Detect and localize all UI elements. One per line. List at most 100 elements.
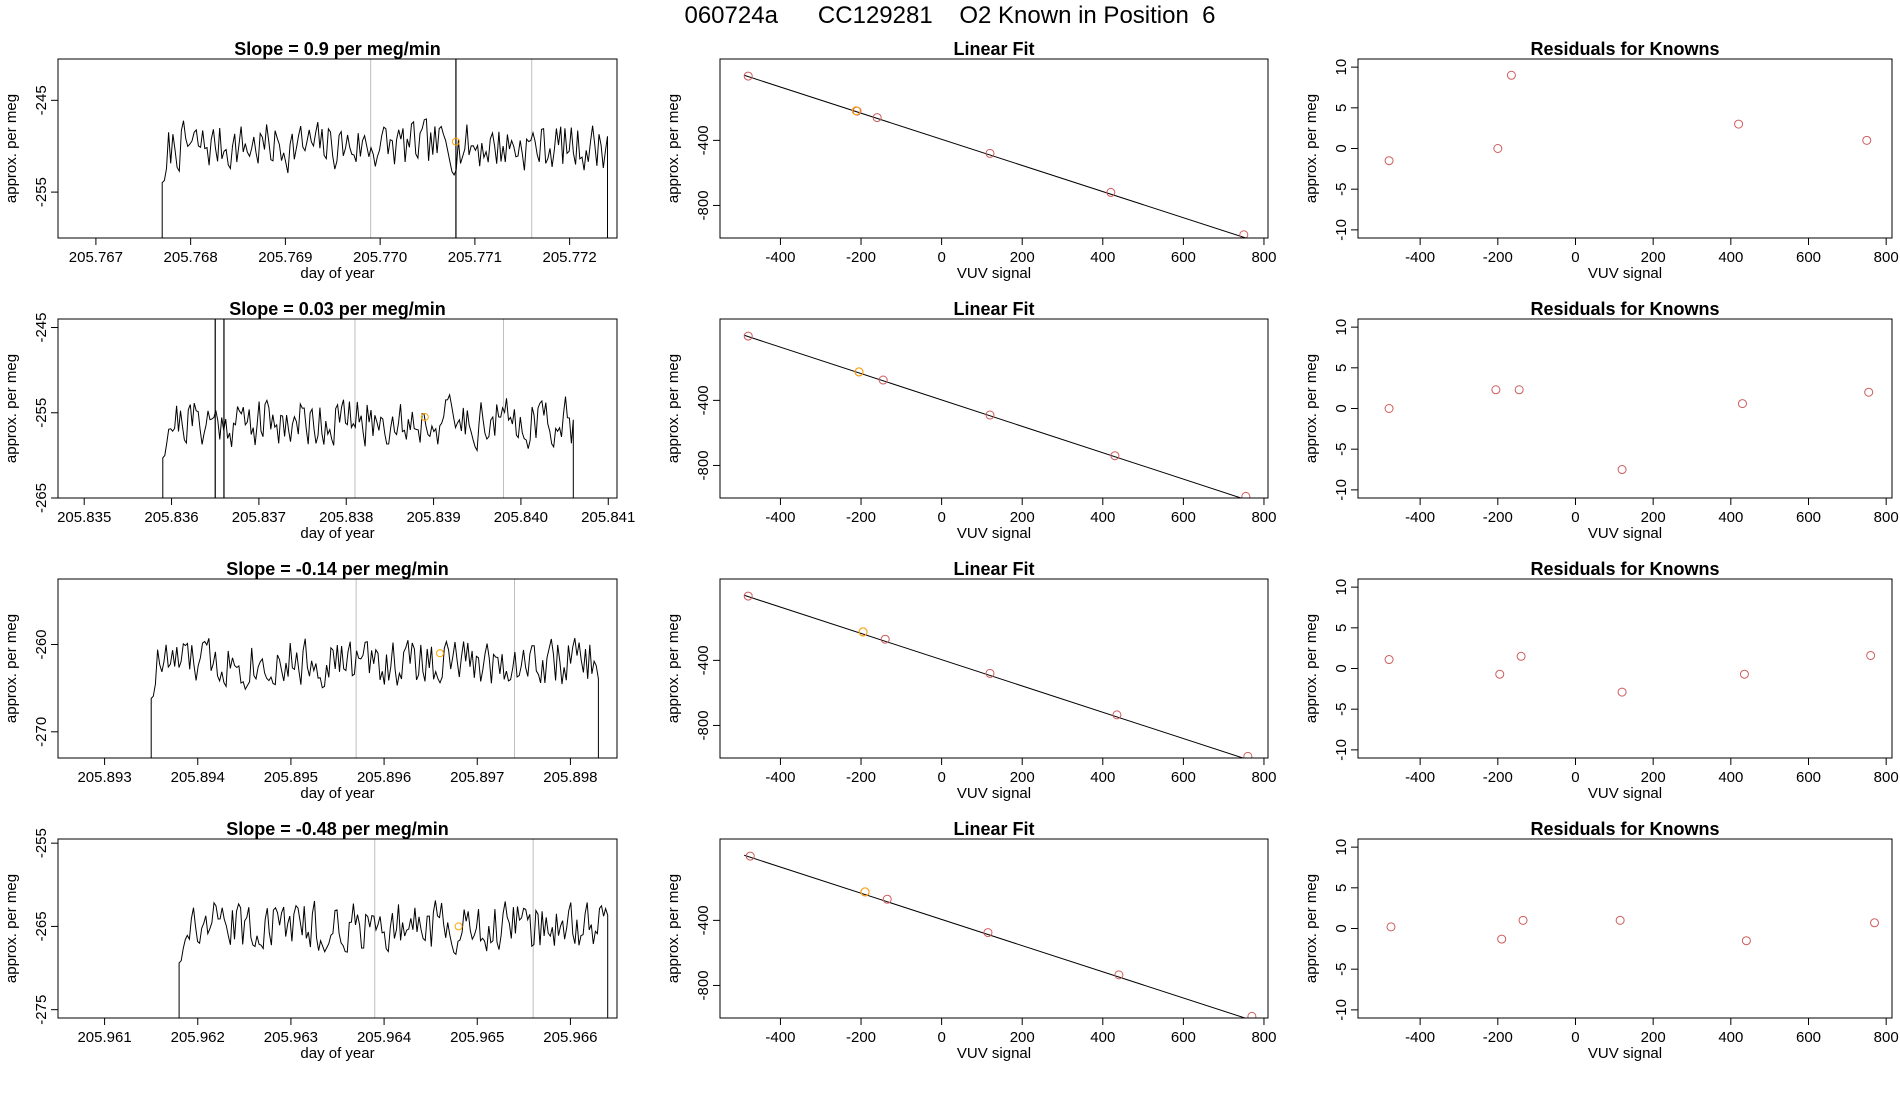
chart-title: Residuals for Knowns xyxy=(1530,819,1719,839)
plot-area xyxy=(743,71,1249,238)
data-point xyxy=(1739,669,1749,679)
series-line xyxy=(150,637,599,758)
x-tick-label: 205.771 xyxy=(448,249,502,266)
x-tick-label: 400 xyxy=(1718,769,1743,786)
x-axis-label: VUV signal xyxy=(957,525,1031,542)
y-axis-label: approx. per meg xyxy=(1303,94,1320,203)
data-point xyxy=(1514,385,1524,395)
x-tick-label: 205.894 xyxy=(171,769,225,786)
x-tick-label: 205.770 xyxy=(353,249,407,266)
x-axis-label: VUV signal xyxy=(957,265,1031,282)
x-axis-label: day of year xyxy=(300,1045,374,1062)
chart-title: Slope = -0.48 per meg/min xyxy=(226,819,449,839)
y-tick-label: 5 xyxy=(1333,104,1350,112)
data-point xyxy=(880,634,890,644)
x-tick-label: 0 xyxy=(1571,509,1579,526)
chart-3-0: Slope = -0.48 per meg/min 205.961 205.962 2… xyxy=(3,819,618,1062)
x-tick-label: 600 xyxy=(1796,249,1821,266)
x-tick-label: 205.769 xyxy=(258,249,312,266)
y-tick-label: 10 xyxy=(1333,839,1350,856)
y-axis-label: approx. per meg xyxy=(665,354,682,463)
x-tick-label: 600 xyxy=(1796,1029,1821,1046)
x-tick-label: 200 xyxy=(1641,769,1666,786)
x-tick-label: 400 xyxy=(1090,1029,1115,1046)
x-axis-label: VUV signal xyxy=(1588,265,1662,282)
y-tick-label: 5 xyxy=(1333,624,1350,632)
chart-title: Linear Fit xyxy=(953,299,1034,319)
x-tick-label: 800 xyxy=(1251,249,1276,266)
x-tick-label: 205.961 xyxy=(77,1029,131,1046)
plot-frame xyxy=(719,838,1269,1019)
x-tick-label: 205.772 xyxy=(543,249,597,266)
plot-frame xyxy=(57,838,618,1019)
data-point xyxy=(1243,751,1253,758)
chart-title: Residuals for Knowns xyxy=(1530,559,1719,579)
y-tick-label: -10 xyxy=(1333,999,1350,1021)
plot-area xyxy=(743,331,1251,498)
data-point xyxy=(1384,404,1394,413)
x-tick-label: 205.837 xyxy=(232,509,286,526)
y-tick-label: 0 xyxy=(1333,924,1350,932)
plot-frame xyxy=(719,58,1269,239)
x-tick-label: 205.964 xyxy=(357,1029,411,1046)
y-tick-label: 5 xyxy=(1333,364,1350,372)
x-tick-label: 400 xyxy=(1090,769,1115,786)
x-tick-label: 205.896 xyxy=(357,769,411,786)
chart-2-2: Residuals for Knowns -400 -200 0 200 400 600 80… xyxy=(1303,559,1899,802)
y-tick-label: 0 xyxy=(1333,404,1350,412)
x-tick-label: 200 xyxy=(1641,1029,1666,1046)
x-tick-label: 0 xyxy=(1571,1029,1579,1046)
x-tick-label: -200 xyxy=(1483,769,1513,786)
x-tick-label: 400 xyxy=(1090,249,1115,266)
x-tick-label: 205.767 xyxy=(69,249,123,266)
data-point xyxy=(743,71,753,81)
chart-2-0: Slope = -0.14 per meg/min 205.893 205.894 2… xyxy=(3,559,618,802)
page-title: 060724a CC129281 O2 Known in Position 6 xyxy=(684,2,1216,29)
data-point xyxy=(872,113,882,123)
y-tick-label: -245 xyxy=(33,85,50,115)
x-tick-label: 600 xyxy=(1171,1029,1196,1046)
x-axis-label: VUV signal xyxy=(957,1045,1031,1062)
x-axis-label: day of year xyxy=(300,265,374,282)
x-tick-label: 400 xyxy=(1718,249,1743,266)
x-axis-label: VUV signal xyxy=(957,785,1031,802)
plot-frame xyxy=(1357,318,1893,499)
x-tick-label: 0 xyxy=(1571,769,1579,786)
y-tick-label: -270 xyxy=(33,717,50,747)
chart-title: Slope = 0.9 per meg/min xyxy=(234,39,441,59)
data-point xyxy=(1516,651,1526,661)
data-point xyxy=(1862,135,1872,145)
plot-frame xyxy=(719,318,1269,499)
chart-2-1: Linear Fit -400 -200 0 200 400 600 800 VUV signa… xyxy=(665,559,1276,802)
x-tick-label: -200 xyxy=(1483,249,1513,266)
plot-area xyxy=(162,319,574,498)
data-point xyxy=(743,331,753,341)
x-tick-label: 600 xyxy=(1171,769,1196,786)
fit-line xyxy=(744,854,1247,1018)
highlight-point xyxy=(858,627,868,637)
data-point xyxy=(1615,915,1625,925)
x-tick-label: 205.839 xyxy=(406,509,460,526)
y-tick-label: -5 xyxy=(1333,963,1350,976)
series-line xyxy=(178,900,609,1018)
x-tick-label: 400 xyxy=(1090,509,1115,526)
y-axis-label: approx. per meg xyxy=(3,354,20,463)
plot-area xyxy=(150,579,599,758)
y-tick-label: -800 xyxy=(695,450,712,480)
x-tick-label: 205.893 xyxy=(77,769,131,786)
data-point xyxy=(1870,918,1880,928)
plot-frame xyxy=(57,58,618,239)
plot-area xyxy=(743,591,1253,758)
data-point xyxy=(1617,465,1627,475)
x-tick-label: -400 xyxy=(1405,1029,1435,1046)
x-tick-label: -400 xyxy=(1405,769,1435,786)
data-point xyxy=(1241,491,1251,498)
x-tick-label: 800 xyxy=(1874,1029,1899,1046)
y-tick-label: -255 xyxy=(33,398,50,428)
highlight-point xyxy=(420,413,429,422)
data-point xyxy=(1506,70,1516,80)
plot-frame xyxy=(719,578,1269,759)
x-tick-label: 0 xyxy=(937,509,945,526)
plot-frame xyxy=(1357,58,1893,239)
data-point xyxy=(1384,655,1394,665)
